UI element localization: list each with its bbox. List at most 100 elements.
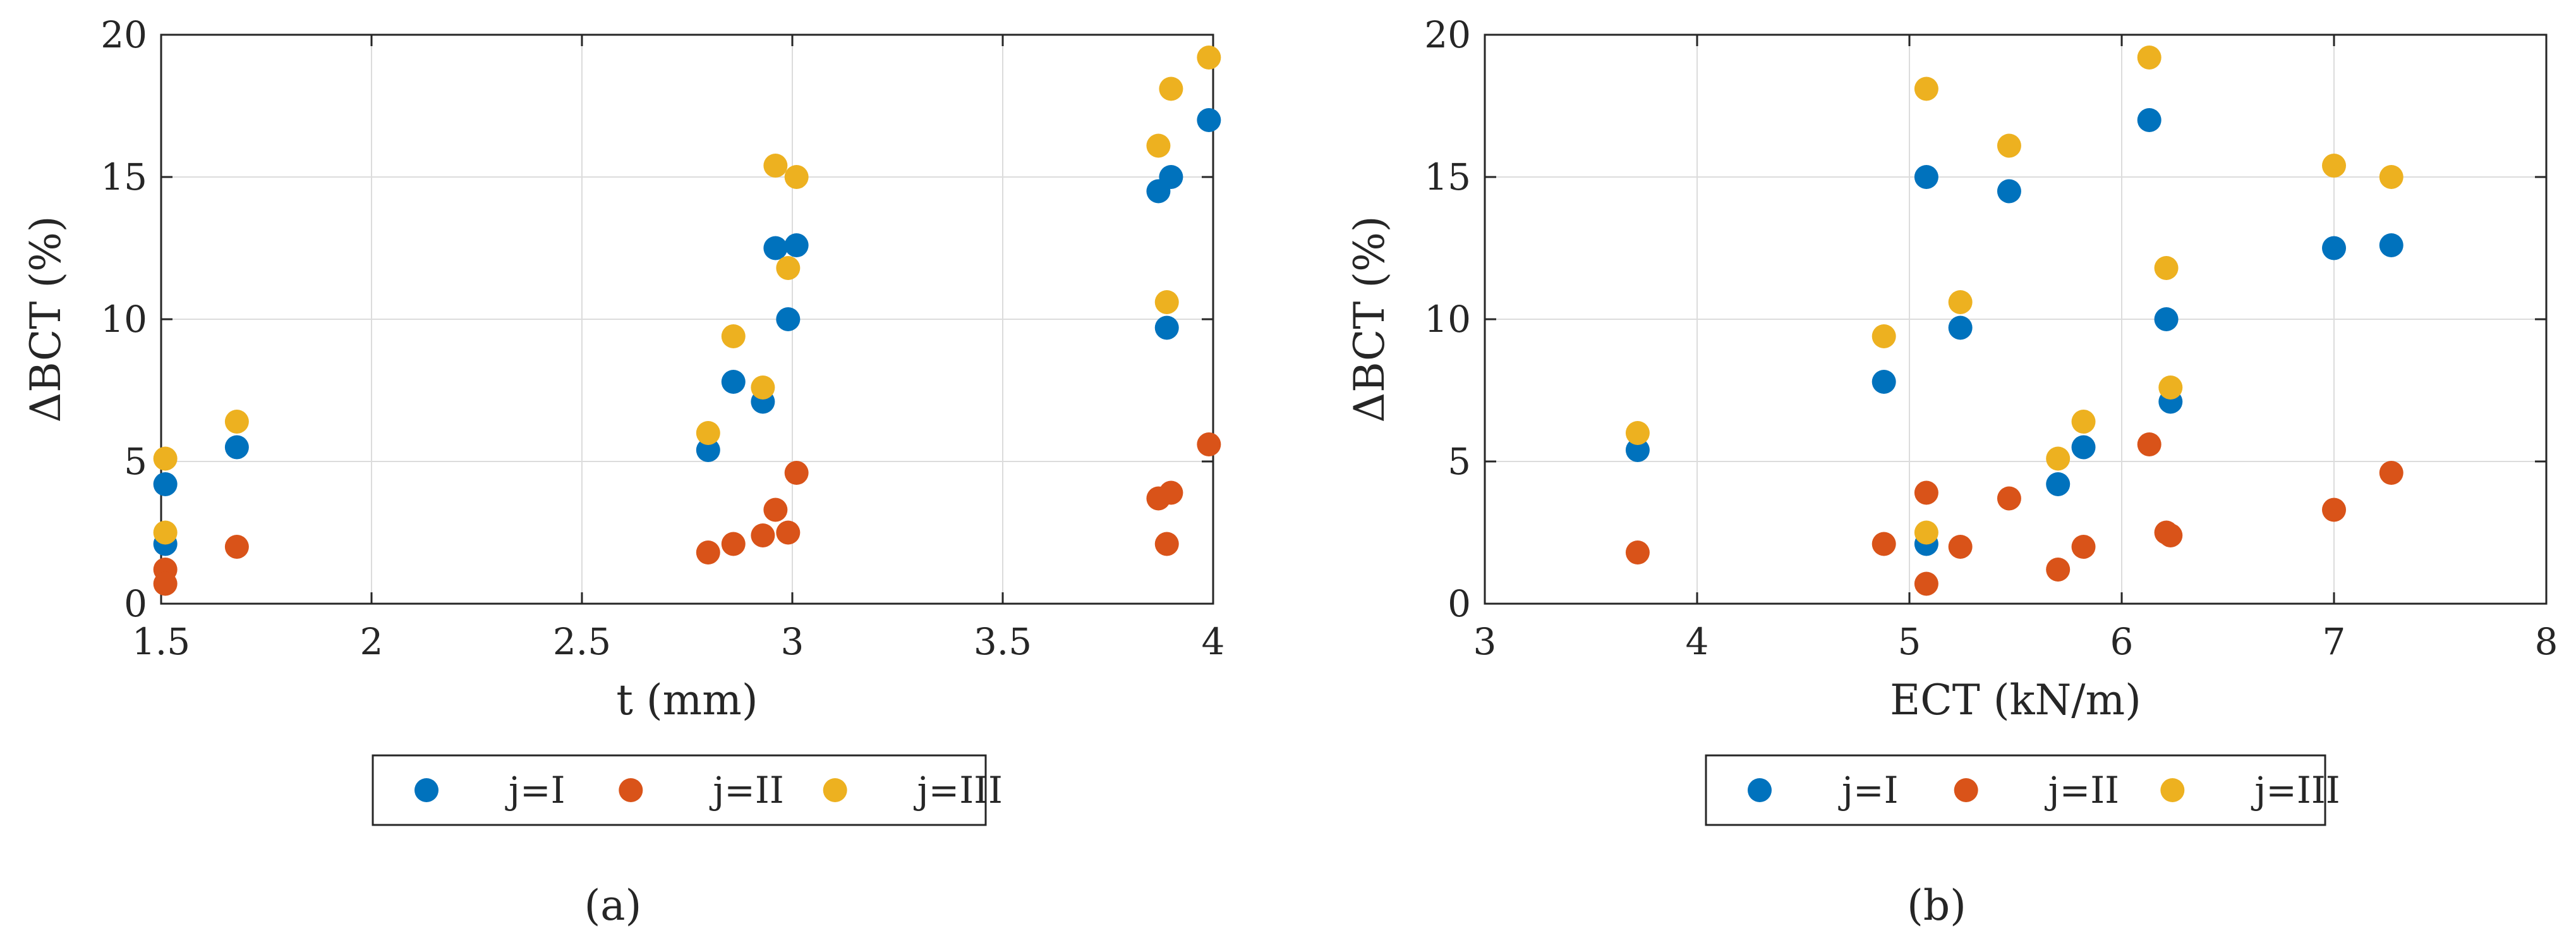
x-axis-label: ECT (kN/m) xyxy=(1890,676,2141,724)
data-point xyxy=(1997,133,2021,158)
data-point xyxy=(1914,480,1938,505)
data-point xyxy=(1914,76,1938,101)
data-point xyxy=(1948,315,1973,340)
x-axis-label: t (mm) xyxy=(616,676,758,724)
y-tick-label: 5 xyxy=(1448,440,1471,483)
data-point xyxy=(2158,375,2183,400)
data-point xyxy=(1872,532,1896,556)
data-point xyxy=(2071,435,2096,460)
x-tick-label: 6 xyxy=(2110,620,2134,663)
panel-label: (b) xyxy=(1907,881,1966,930)
data-point xyxy=(1154,315,1179,340)
y-axis-label: ΔBCT (%) xyxy=(21,216,70,422)
data-point xyxy=(153,520,178,545)
data-point xyxy=(1914,165,1938,189)
data-point xyxy=(1914,520,1938,545)
data-point xyxy=(1154,290,1179,314)
data-point xyxy=(763,154,788,178)
x-tick-label: 3.5 xyxy=(974,620,1032,663)
data-point xyxy=(721,532,746,556)
legend-marker xyxy=(414,778,438,802)
data-point xyxy=(1197,108,1221,132)
data-point xyxy=(1197,46,1221,70)
data-point xyxy=(224,535,249,559)
data-point xyxy=(1625,421,1650,445)
data-point xyxy=(1872,324,1896,348)
data-point xyxy=(2322,497,2346,522)
data-point xyxy=(1997,179,2021,204)
data-point xyxy=(784,165,809,189)
legend-marker xyxy=(1748,778,1772,802)
legend-label: j=I xyxy=(1838,769,1899,812)
legend-box xyxy=(1705,754,2326,826)
data-point xyxy=(763,236,788,260)
data-point xyxy=(2046,558,2071,582)
data-point xyxy=(2137,46,2162,70)
legend: j=I j=II j=III xyxy=(1705,754,2340,826)
y-tick-label: 10 xyxy=(100,298,147,341)
data-point xyxy=(1872,370,1896,394)
legend-marker xyxy=(823,778,847,802)
x-tick-label: 3 xyxy=(781,620,804,663)
data-point xyxy=(1914,571,1938,596)
y-axis-label: ΔBCT (%) xyxy=(1345,216,1394,422)
data-point xyxy=(696,421,720,445)
legend-label: j=III xyxy=(914,769,1003,812)
y-tick-label: 20 xyxy=(1424,13,1471,56)
data-point xyxy=(224,435,249,460)
legend-label: j=I xyxy=(505,769,565,812)
data-point xyxy=(2137,432,2162,456)
data-point xyxy=(776,307,801,331)
data-point xyxy=(784,461,809,485)
data-point xyxy=(153,472,178,496)
data-point xyxy=(1159,76,1183,101)
data-point xyxy=(1948,535,1973,559)
data-point xyxy=(2379,233,2404,257)
data-point xyxy=(696,540,720,564)
legend-marker xyxy=(619,778,643,802)
x-tick-label: 2.5 xyxy=(553,620,611,663)
legend-label: j=III xyxy=(2251,769,2340,812)
data-point xyxy=(153,571,178,596)
x-tick-label: 1.5 xyxy=(132,620,190,663)
data-point xyxy=(2071,535,2096,559)
data-point xyxy=(1625,438,1650,462)
data-point xyxy=(2046,446,2071,471)
y-tick-label: 0 xyxy=(1448,582,1471,625)
series-I xyxy=(153,108,1221,556)
y-tick-label: 10 xyxy=(1424,298,1471,341)
legend-label: j=II xyxy=(2045,769,2119,812)
y-tick-label: 5 xyxy=(124,440,147,483)
data-point xyxy=(751,375,775,400)
data-point xyxy=(2322,154,2346,178)
legend-marker xyxy=(2160,778,2185,802)
series-II xyxy=(1625,432,2404,596)
x-tick-label: 2 xyxy=(360,620,384,663)
data-point xyxy=(2158,523,2183,547)
data-point xyxy=(2137,108,2162,132)
data-point xyxy=(2322,236,2346,260)
legend-box xyxy=(372,754,987,826)
y-tick-label: 0 xyxy=(124,582,147,625)
data-point xyxy=(1146,133,1171,158)
data-point xyxy=(696,438,720,462)
data-point xyxy=(2046,472,2071,496)
series-III xyxy=(1625,46,2404,545)
data-point xyxy=(721,370,746,394)
data-point xyxy=(1948,290,1973,314)
data-point xyxy=(1159,165,1183,189)
data-point xyxy=(1154,532,1179,556)
y-tick-label: 20 xyxy=(100,13,147,56)
data-point xyxy=(1159,480,1183,505)
x-tick-label: 5 xyxy=(1898,620,1921,663)
data-point xyxy=(2379,165,2404,189)
legend: j=I j=II j=III xyxy=(372,754,1003,826)
x-tick-label: 4 xyxy=(1202,620,1225,663)
data-point xyxy=(776,256,801,280)
data-point xyxy=(751,523,775,547)
data-point xyxy=(153,446,178,471)
data-point xyxy=(784,233,809,257)
